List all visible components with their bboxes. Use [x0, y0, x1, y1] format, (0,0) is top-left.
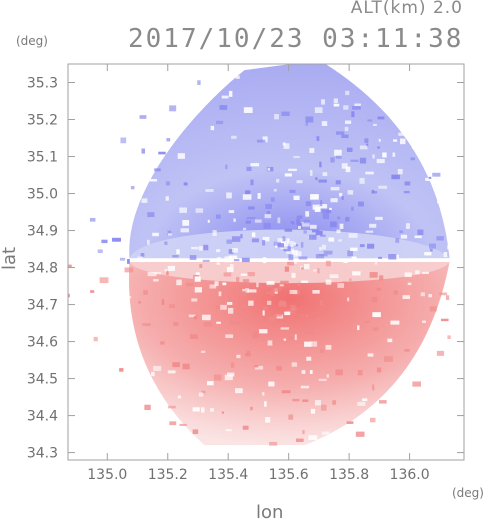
y-tick-label: 34.6 [27, 335, 58, 351]
y-axis-unit: (deg) [16, 34, 48, 48]
x-tick-label: 135.4 [208, 467, 248, 483]
y-tick-label: 34.7 [27, 298, 58, 314]
x-tick-label: 135.2 [148, 467, 188, 483]
positive-velocity-region [128, 262, 450, 446]
y-tick-label: 35.2 [27, 113, 58, 129]
y-tick-label: 34.5 [27, 372, 58, 388]
x-axis-label: lon [256, 502, 284, 523]
negative-velocity-region [129, 64, 450, 259]
chart-title: 2017/10/23 03:11:38 [128, 24, 464, 54]
x-tick-label: 135.0 [87, 467, 127, 483]
weak-negative-band [129, 229, 450, 259]
x-axis-unit: (deg) [452, 486, 484, 500]
y-tick-label: 35.0 [27, 187, 58, 203]
echo-speckles [68, 75, 464, 450]
velocity-field [68, 64, 464, 450]
weak-positive-band [129, 262, 450, 284]
radar-site-marker [261, 257, 268, 264]
y-tick-label: 34.8 [27, 261, 58, 277]
y-tick-label: 34.3 [27, 446, 58, 462]
y-tick-label: 35.1 [27, 150, 58, 166]
plot-frame [67, 63, 465, 461]
y-tick-label: 34.9 [27, 224, 58, 240]
y-tick-label: 35.3 [27, 76, 58, 92]
x-tick-label: 135.8 [329, 467, 369, 483]
y-tick-label: 34.4 [27, 409, 58, 425]
altitude-label: ALT(km) 2.0 [350, 0, 463, 18]
x-tick-label: 135.6 [269, 467, 309, 483]
x-tick-label: 136.0 [390, 467, 430, 483]
